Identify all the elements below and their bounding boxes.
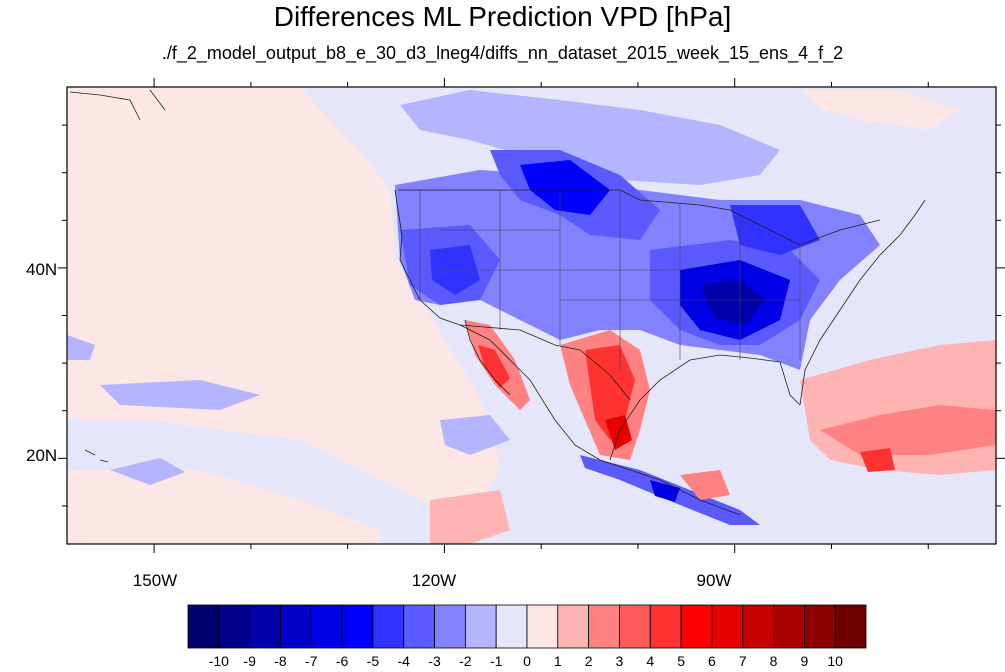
- field-southeast-core: [700, 280, 765, 325]
- colorbar-label: 4: [646, 653, 654, 669]
- baja-coast: [464, 319, 511, 396]
- coastlines: [69, 89, 926, 516]
- field-mexico-core: [605, 415, 632, 450]
- colorbar-swatch: [803, 604, 836, 649]
- atlantic-coastline: [799, 199, 926, 406]
- colorbar-label: -7: [305, 653, 318, 669]
- field-pacific-negative-4: [67, 335, 95, 360]
- field-pacific-negative-1: [100, 380, 260, 410]
- colorbar-swatch: [249, 604, 281, 649]
- state-borders-horizontal: [419, 190, 800, 301]
- alaska-coast: [69, 89, 166, 121]
- field-pacific-positive: [67, 87, 500, 520]
- field-caribbean-strong: [860, 448, 895, 472]
- field-baja-strong: [478, 345, 510, 388]
- colorbar-label: 8: [770, 653, 778, 669]
- colorbar-label: -2: [459, 653, 472, 669]
- field-pacific-south-positive: [67, 470, 380, 544]
- colorbar: -10 -9 -8 -7 -6 -5 -4 -3 -2 -1 0 1 2 3 4 5 6 7 8 9 10: [187, 604, 867, 669]
- colorbar-swatch: [711, 604, 744, 649]
- map-title: Differences ML Prediction VPD [hPa]: [273, 1, 732, 32]
- colorbar-swatch: [588, 604, 620, 649]
- colorbar-swatch: [557, 604, 590, 649]
- colorbar-label: -5: [367, 653, 380, 669]
- lon-tick-label: 150W: [133, 571, 177, 590]
- field-plains-strong: [520, 160, 610, 215]
- colorbar-label: 6: [708, 653, 716, 669]
- colorbar-label: -6: [336, 653, 349, 669]
- field-caribbean-positive: [820, 405, 996, 455]
- colorbar-label: -1: [490, 653, 503, 669]
- colorbar-swatch: [372, 604, 405, 649]
- colorbar-label: 2: [585, 653, 593, 669]
- colorbar-swatch: [434, 604, 466, 649]
- colorbar-swatch: [495, 604, 528, 649]
- map-subtitle: ./f_2_model_output_b8_e_30_d3_lneg4/diff…: [161, 43, 844, 63]
- axis-tick-labels: 150W 120W 90W 40N 20N: [26, 260, 731, 590]
- colorbar-label: -8: [274, 653, 287, 669]
- us-mexico-border: [459, 324, 631, 401]
- axis-ticks: [58, 78, 1005, 553]
- field-pacific-negative-2: [440, 415, 510, 455]
- colorbar-swatch: [218, 604, 251, 649]
- colorbar-label: 7: [739, 653, 747, 669]
- colorbar-swatch: [649, 604, 682, 649]
- field-canada-negative: [400, 90, 780, 185]
- colorbar-label: -10: [209, 653, 229, 669]
- colorbar-label: -9: [243, 653, 256, 669]
- colorbar-label: 0: [523, 653, 531, 669]
- gulf-coastline: [609, 354, 801, 461]
- colorbar-swatch: [742, 604, 774, 649]
- lat-tick-label: 40N: [26, 260, 57, 279]
- colorbar-swatch: [280, 604, 312, 649]
- lon-tick-label: 90W: [697, 571, 732, 590]
- field-greatlakes-negative: [730, 205, 820, 255]
- pacific-coastline: [394, 189, 741, 516]
- colorbar-swatch: [773, 604, 805, 649]
- colorbar-swatch: [619, 604, 651, 649]
- colorbar-label: -3: [428, 653, 441, 669]
- colorbar-label: 10: [827, 653, 843, 669]
- colorbar-label: 3: [616, 653, 624, 669]
- field-labrador-positive: [800, 90, 960, 130]
- field-gulf-honduras-positive: [680, 470, 730, 500]
- colorbar-label: -4: [398, 653, 411, 669]
- colorbar-swatch: [464, 604, 497, 649]
- colorbar-swatch: [526, 604, 559, 649]
- colorbar-label: 5: [677, 653, 685, 669]
- field-pacific-negative-3: [110, 458, 185, 485]
- field-layer: [67, 87, 996, 544]
- colorbar-swatch: [403, 604, 435, 649]
- colorbar-swatch: [834, 604, 867, 649]
- state-borders: [499, 190, 801, 370]
- us-canada-border: [398, 189, 881, 246]
- colorbar-swatch: [310, 604, 343, 649]
- colorbar-label: 9: [800, 653, 808, 669]
- colorbar-swatch: [341, 604, 374, 649]
- colorbar-swatch: [187, 604, 220, 649]
- colorbar-label: 1: [554, 653, 562, 669]
- colorbar-swatch: [680, 604, 713, 649]
- hawaii-coast: [84, 449, 109, 463]
- lon-tick-label: 120W: [412, 571, 456, 590]
- field-pacific-south-positive-2: [430, 490, 510, 544]
- lat-tick-label: 20N: [26, 446, 57, 465]
- field-central-america-strong: [650, 480, 680, 502]
